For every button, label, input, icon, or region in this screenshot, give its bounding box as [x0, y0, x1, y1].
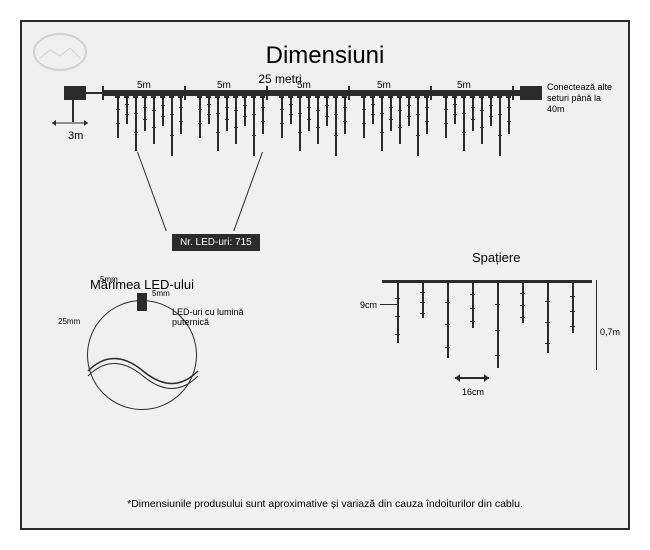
seg-label: 5m — [297, 80, 311, 91]
led-count-box: Nr. LED-uri: 715 — [172, 234, 260, 251]
seg-label: 5m — [217, 80, 231, 91]
callout-line — [137, 152, 167, 231]
led-dim: 5mm — [152, 289, 170, 298]
dim-line — [380, 304, 398, 305]
spacing-title: Spațiere — [472, 250, 520, 265]
led-dim: 5mm — [100, 275, 118, 284]
arrow-icon — [452, 372, 492, 384]
arrow-icon — [50, 118, 90, 128]
seg-label: 5m — [137, 80, 151, 91]
spacing-height: 0,7m — [600, 327, 620, 337]
title: Dimensiuni — [22, 42, 628, 70]
bulb-icon — [137, 293, 147, 311]
spacing-bar — [382, 280, 592, 283]
spacing-16cm: 16cm — [462, 387, 484, 397]
led-note: LED-uri cu lumină puternică — [172, 307, 252, 327]
spacing-9cm: 9cm — [360, 300, 377, 310]
connector-icon — [520, 86, 542, 100]
diagram-frame: Dimensiuni 25 metri 5m 5m 5m 5m 5m 3m Co… — [20, 20, 630, 530]
lead-label: 3m — [68, 130, 83, 142]
seg-label: 5m — [457, 80, 471, 91]
connect-note: Conectează alte seturi până la 40m — [547, 82, 617, 114]
wire-icon — [83, 341, 203, 401]
footnote: *Dimensiunile produsului sunt aproximati… — [22, 498, 628, 510]
led-size-title: Mărimea LED-ului — [52, 277, 232, 292]
led-size-section: Mărimea LED-ului 5mm 5mm 25mm LED-uri cu… — [52, 277, 232, 410]
callout-line — [233, 152, 263, 231]
plug-icon — [64, 86, 86, 100]
lead-cable — [86, 92, 102, 94]
led-dim: 25mm — [58, 317, 80, 326]
dim-line — [596, 280, 597, 370]
seg-label: 5m — [377, 80, 391, 91]
